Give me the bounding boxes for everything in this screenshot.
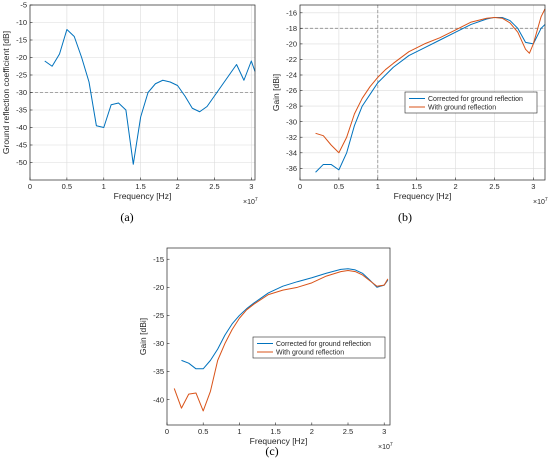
panel-c-axes-box bbox=[166, 247, 391, 426]
panel-b-ytick-label-1: -34 bbox=[286, 148, 297, 157]
panel-c-xtick-label-1: 0.5 bbox=[198, 427, 208, 436]
panel-a-x-multiplier: ×107 bbox=[243, 197, 258, 206]
panel-b-series-line-0 bbox=[315, 16, 546, 173]
panel-b-ytick-label-0: -36 bbox=[286, 164, 297, 173]
panel-c-chart: 0 0.5 1 1.5 2 2.5 3 -40 -35 -30 -25 -20 -15 Frequency… bbox=[138, 247, 393, 451]
panel-c-ylabel: Gain [dBi] bbox=[138, 318, 148, 355]
panel-b-ytick-label-9: -18 bbox=[286, 24, 297, 33]
panel-a-xtick-label-1: 0.5 bbox=[62, 182, 72, 191]
panel-b-xlabel: Frequency [Hz] bbox=[394, 191, 452, 201]
panel-c-plot-area bbox=[167, 248, 390, 425]
panel-b-legend-box bbox=[404, 91, 538, 114]
panel-a-ytick-label-9: -5 bbox=[20, 1, 27, 10]
panel-a-xtick-label-4: 2 bbox=[175, 182, 179, 191]
panel-a-xlabel: Frequency [Hz] bbox=[114, 191, 172, 201]
panel-b-ytick-label-2: -32 bbox=[286, 133, 297, 142]
panel-label-b: (b) bbox=[398, 210, 412, 224]
panel-c-series-line-1 bbox=[173, 269, 389, 412]
panel-c-xtick-label-4: 2 bbox=[310, 427, 314, 436]
panel-b-x-multiplier-exp: 7 bbox=[545, 197, 548, 203]
panel-c-xtick-label-2: 1 bbox=[237, 427, 241, 436]
panel-b-ytick-label-7: -22 bbox=[286, 55, 297, 64]
panel-label-a: (a) bbox=[120, 210, 133, 224]
panel-a-ylabel: Ground reflection coefficient [dB] bbox=[1, 31, 11, 154]
panel-c-series-line-0 bbox=[181, 268, 389, 370]
panel-b-x-multiplier: ×107 bbox=[533, 197, 548, 206]
panel-b-ytick-label-4: -28 bbox=[286, 102, 297, 111]
panel-c-x-multiplier: ×107 bbox=[378, 442, 393, 451]
panel-b-ytick-label-10: -16 bbox=[286, 8, 297, 17]
panel-a-ytick-label-3: -35 bbox=[16, 106, 27, 115]
panel-b-xtick-label-0: 0 bbox=[298, 182, 302, 191]
panel-c-legend-box bbox=[252, 336, 386, 359]
panel-a-xtick-label-6: 3 bbox=[249, 182, 253, 191]
panel-a-chart: 0 0.5 1 1.5 2 2.5 3 -50 -45 -40 -35 -30 -25 -20 -15 -10… bbox=[1, 1, 258, 206]
panel-c-ytick-label-2: -30 bbox=[153, 339, 164, 348]
panel-b-ytick-label-5: -26 bbox=[286, 86, 297, 95]
panel-c-ytick-label-1: -35 bbox=[153, 367, 164, 376]
panel-a-ytick-label-5: -25 bbox=[16, 71, 27, 80]
panel-b-xtick-label-5: 2.5 bbox=[489, 182, 499, 191]
panel-b-xtick-label-4: 2 bbox=[453, 182, 457, 191]
panel-a-ytick-label-4: -30 bbox=[16, 88, 27, 97]
panel-a-xtick-label-0: 0 bbox=[28, 182, 32, 191]
panel-a-xtick-label-2: 1 bbox=[102, 182, 106, 191]
panel-c-x-multiplier-base: ×10 bbox=[378, 444, 390, 451]
panel-a-x-multiplier-base: ×10 bbox=[243, 199, 255, 206]
panel-c-ytick-label-0: -40 bbox=[153, 395, 164, 404]
panel-a-ytick-label-7: -15 bbox=[16, 36, 27, 45]
panel-b-xtick-label-1: 0.5 bbox=[334, 182, 344, 191]
panel-b-series-line-1 bbox=[315, 8, 546, 154]
panel-c-x-multiplier-exp: 7 bbox=[390, 442, 393, 448]
panel-a-ytick-label-2: -40 bbox=[16, 123, 27, 132]
panel-c-legend-label-1: With ground reflection bbox=[276, 349, 344, 356]
panel-a-ytick-label-1: -45 bbox=[16, 141, 27, 150]
panel-b-ylabel: Gain [dBi] bbox=[271, 74, 281, 111]
panel-b-legend-label-0: Corrected for ground reflection bbox=[428, 96, 523, 103]
panel-a-ytick-label-0: -50 bbox=[16, 158, 27, 167]
panel-b-xtick-label-2: 1 bbox=[376, 182, 380, 191]
panel-a-ytick-label-6: -20 bbox=[16, 53, 27, 62]
panel-c-xtick-label-0: 0 bbox=[165, 427, 169, 436]
panel-b-ytick-label-8: -20 bbox=[286, 39, 297, 48]
panel-b-ytick-label-6: -24 bbox=[286, 71, 297, 80]
panel-c-xtick-label-6: 3 bbox=[382, 427, 386, 436]
panel-label-c: (c) bbox=[265, 444, 278, 458]
panel-a-x-multiplier-exp: 7 bbox=[255, 197, 258, 203]
panel-b-axes-box bbox=[299, 4, 546, 181]
panel-a-xtick-label-3: 1.5 bbox=[135, 182, 145, 191]
panel-a-ytick-label-8: -10 bbox=[16, 18, 27, 27]
panel-b-xtick-label-3: 1.5 bbox=[411, 182, 421, 191]
panel-c-xtick-label-5: 2.5 bbox=[343, 427, 353, 436]
panel-b-xtick-label-6: 3 bbox=[531, 182, 535, 191]
panel-b-x-multiplier-base: ×10 bbox=[533, 199, 545, 206]
panel-c-ytick-label-4: -20 bbox=[153, 283, 164, 292]
panel-a-series-line-0 bbox=[44, 29, 256, 165]
panel-c-ytick-label-5: -15 bbox=[153, 255, 164, 264]
panel-b-legend-label-1: With ground reflection bbox=[428, 104, 496, 111]
panel-c-legend-label-0: Corrected for ground reflection bbox=[276, 341, 371, 348]
panel-c-xtick-label-3: 1.5 bbox=[270, 427, 280, 436]
panel-b-ytick-label-3: -30 bbox=[286, 117, 297, 126]
panel-b-chart: 0 0.5 1 1.5 2 2.5 3 -36 -34 -32 -30 -28 -26 -24 -22 -20… bbox=[271, 4, 548, 206]
panel-a-xtick-label-5: 2.5 bbox=[209, 182, 219, 191]
panel-c-xlabel: Frequency [Hz] bbox=[250, 436, 308, 446]
panel-c-ytick-label-3: -25 bbox=[153, 311, 164, 320]
